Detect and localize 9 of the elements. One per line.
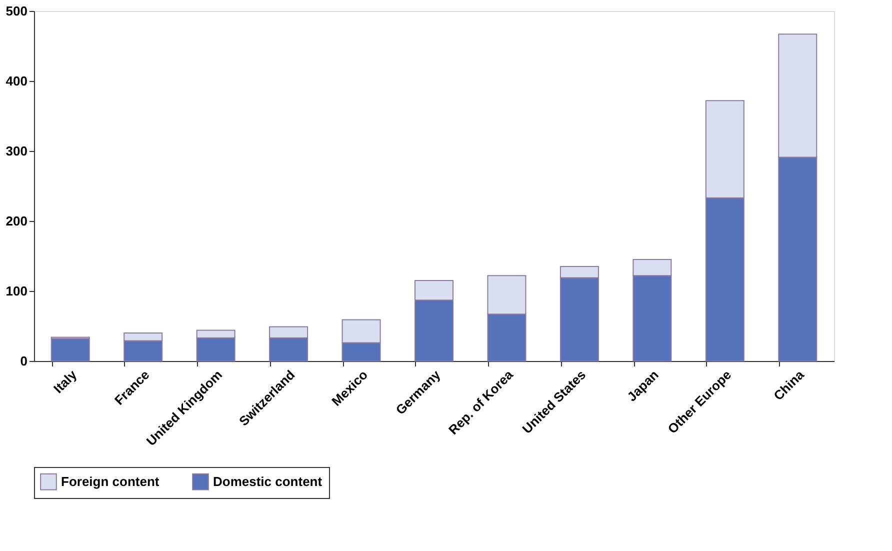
y-tick-label: 0 [20,354,28,368]
y-tick-label: 300 [6,144,28,158]
y-tick-label: 200 [6,214,28,228]
y-tick-label: 100 [6,284,28,298]
legend-label: Domestic content [213,474,323,489]
y-tick-label: 400 [6,74,28,88]
bar [50,338,90,362]
y-tick-label: 500 [6,4,28,18]
legend-label: Foreign content [61,474,160,489]
